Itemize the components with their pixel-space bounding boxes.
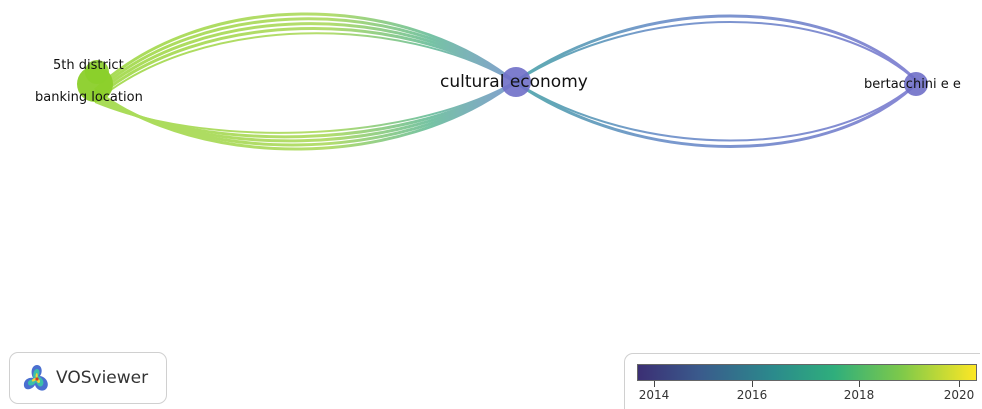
node-cultural-economy[interactable] [501,67,531,97]
color-legend: 2014 2016 2018 2020 [624,353,980,409]
legend-tick-label: 2016 [736,388,768,402]
legend-tick-label: 2018 [843,388,875,402]
link-banking-location-cultural-economy[interactable] [94,80,516,151]
legend-tick-mark [752,381,753,387]
legend-tick-label: 2020 [943,388,975,402]
legend-tick-mark [959,381,960,387]
vosviewer-logo[interactable]: VOSviewer [9,352,167,404]
vosviewer-logo-text: VOSviewer [56,368,149,388]
link-cultural-economy-bertacchini[interactable] [514,14,920,148]
node-bertacchini[interactable] [904,72,928,96]
legend-tick-mark [654,381,655,387]
label-banking-location[interactable]: banking location [35,90,143,105]
link-5th-district-cultural-economy[interactable] [93,12,516,103]
label-bertacchini[interactable]: bertacchini e e [864,77,961,92]
legend-tick-label: 2014 [638,388,670,402]
legend-tick-mark [859,381,860,387]
color-scale-bar [637,364,977,381]
label-5th-district[interactable]: 5th district [53,58,124,73]
node-5th-district[interactable] [85,60,109,84]
label-cultural-economy[interactable]: cultural economy [440,72,588,92]
vosviewer-logo-icon [23,365,48,391]
